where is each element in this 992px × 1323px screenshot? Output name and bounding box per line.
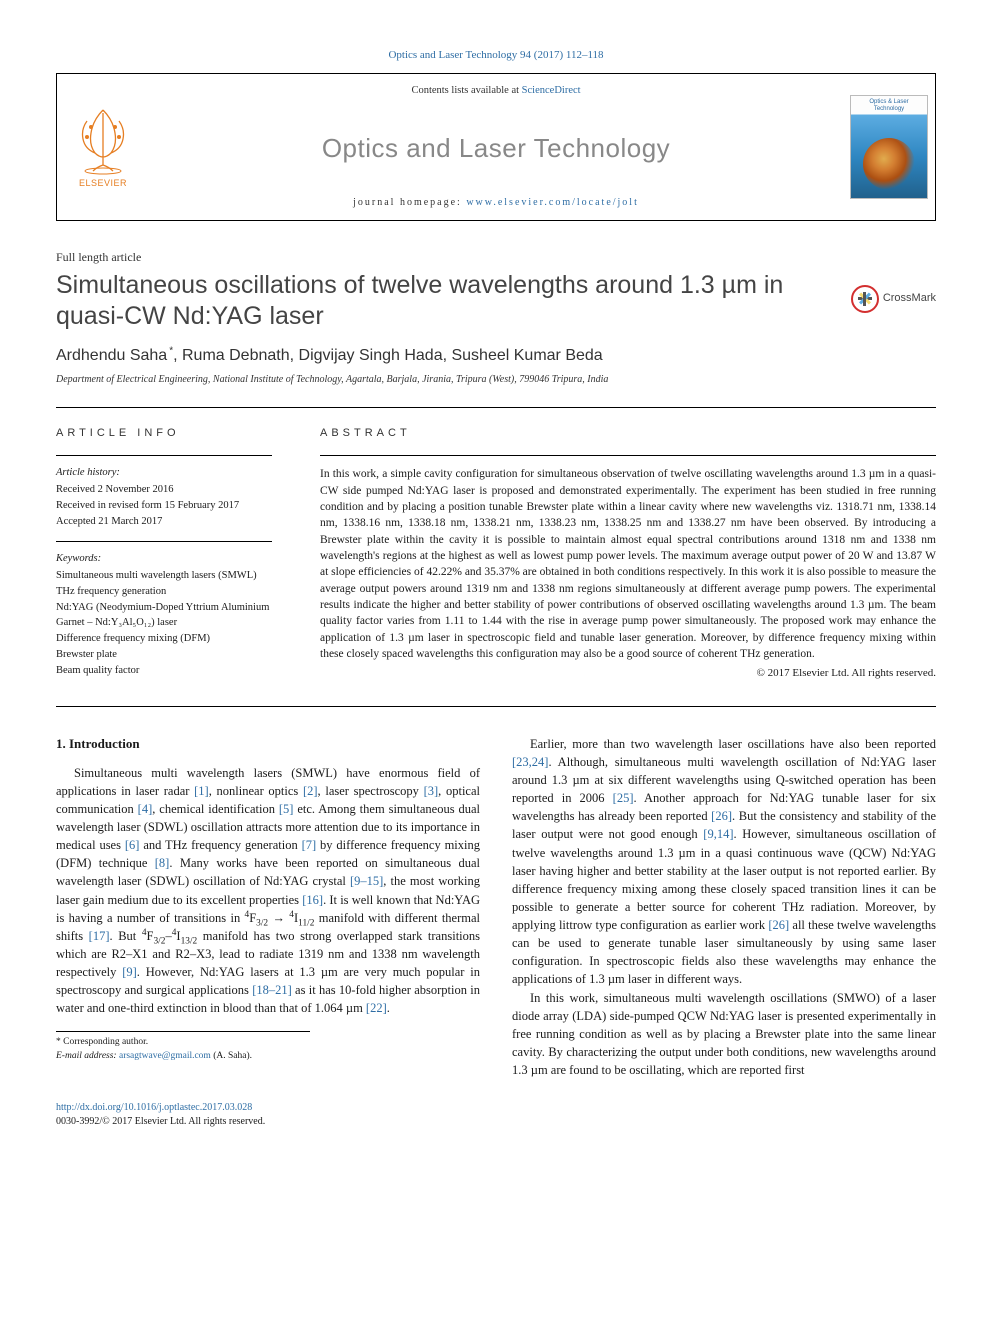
journal-cover-image: Optics & Laser Technology	[850, 95, 928, 199]
elsevier-tree-icon	[73, 105, 133, 175]
doi-block: http://dx.doi.org/10.1016/j.optlastec.20…	[56, 1101, 936, 1129]
ref-link[interactable]: [26]	[768, 918, 789, 932]
sciencedirect-link[interactable]: ScienceDirect	[522, 85, 581, 96]
body-paragraph: In this work, simultaneous multi wavelen…	[512, 989, 936, 1080]
ref-link[interactable]: [2]	[303, 784, 318, 798]
section-heading: 1. Introduction	[56, 735, 480, 754]
ref-link[interactable]: [6]	[125, 838, 140, 852]
keyword-item: Beam quality factor	[56, 663, 272, 679]
article-info-column: ARTICLE INFO Article history: Received 2…	[56, 426, 272, 682]
contents-prefix: Contents lists available at	[411, 85, 521, 96]
corresponding-author: * Corresponding author.	[56, 1036, 310, 1050]
ref-link[interactable]: [23,24]	[512, 755, 548, 769]
keyword-item: Simultaneous multi wavelength lasers (SM…	[56, 568, 272, 584]
citation-line: Optics and Laser Technology 94 (2017) 11…	[56, 48, 936, 63]
article-title: Simultaneous oscillations of twelve wave…	[56, 270, 836, 333]
elsevier-label: ELSEVIER	[79, 177, 127, 190]
email-label: E-mail address:	[56, 1051, 119, 1061]
ref-link[interactable]: [9–15]	[350, 874, 383, 888]
divider-kw	[56, 541, 272, 542]
body-paragraph: Simultaneous multi wavelength lasers (SM…	[56, 764, 480, 1018]
email-link[interactable]: arsagtwave@gmail.com	[119, 1051, 211, 1061]
abstract-text: In this work, a simple cavity configurat…	[320, 466, 936, 662]
authors: Ardhendu Saha *, Ruma Debnath, Digvijay …	[56, 345, 936, 367]
history-item: Accepted 21 March 2017	[56, 514, 272, 530]
abstract-column: ABSTRACT In this work, a simple cavity c…	[320, 426, 936, 682]
divider-top	[56, 407, 936, 408]
keyword-item: THz frequency generation	[56, 584, 272, 600]
ref-link[interactable]: [8]	[155, 856, 170, 870]
elsevier-logo[interactable]: ELSEVIER	[57, 74, 149, 220]
journal-cover[interactable]: Optics & Laser Technology	[843, 74, 935, 220]
journal-name: Optics and Laser Technology	[322, 130, 670, 166]
copyright-line: © 2017 Elsevier Ltd. All rights reserved…	[320, 666, 936, 681]
homepage-link[interactable]: www.elsevier.com/locate/jolt	[466, 197, 639, 208]
email-line: E-mail address: arsagtwave@gmail.com (A.…	[56, 1050, 310, 1064]
body-paragraph: Earlier, more than two wavelength laser …	[512, 735, 936, 989]
keyword-item: Nd:YAG (Neodymium-Doped Yttrium Aluminiu…	[56, 600, 272, 632]
ref-link[interactable]: [4]	[138, 802, 153, 816]
history-item: Received 2 November 2016	[56, 482, 272, 498]
keyword-item: Difference frequency mixing (DFM)	[56, 631, 272, 647]
ref-link[interactable]: [18–21]	[252, 983, 292, 997]
journal-header: ELSEVIER Contents lists available at Sci…	[56, 73, 936, 221]
ref-link[interactable]: [17]	[89, 929, 110, 943]
ref-link[interactable]: [22]	[366, 1001, 387, 1015]
homepage-line: journal homepage: www.elsevier.com/locat…	[353, 196, 639, 210]
article-type: Full length article	[56, 249, 936, 266]
ref-link[interactable]: [7]	[302, 838, 317, 852]
citation-link[interactable]: Optics and Laser Technology 94 (2017) 11…	[388, 49, 603, 61]
ref-link[interactable]: [9]	[122, 965, 137, 979]
article-info-heading: ARTICLE INFO	[56, 426, 272, 441]
crossmark-badge[interactable]: CrossMark	[851, 285, 936, 313]
contents-line: Contents lists available at ScienceDirec…	[411, 84, 580, 99]
ref-link[interactable]: [25]	[613, 791, 634, 805]
footnote-block: * Corresponding author. E-mail address: …	[56, 1031, 310, 1064]
homepage-prefix: journal homepage:	[353, 197, 466, 208]
issn-line: 0030-3992/© 2017 Elsevier Ltd. All right…	[56, 1116, 265, 1127]
cover-title: Optics & Laser Technology	[855, 99, 923, 112]
ref-link[interactable]: [1]	[194, 784, 209, 798]
history-item: Received in revised form 15 February 201…	[56, 498, 272, 514]
article-body: 1. Introduction Simultaneous multi wavel…	[56, 735, 936, 1079]
header-center: Contents lists available at ScienceDirec…	[149, 74, 843, 220]
crossmark-label: CrossMark	[883, 291, 936, 306]
ref-link[interactable]: [9,14]	[703, 827, 733, 841]
doi-link[interactable]: http://dx.doi.org/10.1016/j.optlastec.20…	[56, 1102, 252, 1113]
ref-link[interactable]: [26]	[711, 809, 732, 823]
ref-link[interactable]: [3]	[424, 784, 439, 798]
divider-body	[56, 706, 936, 707]
history-label: Article history:	[56, 466, 272, 481]
crossmark-icon	[851, 285, 879, 313]
abstract-heading: ABSTRACT	[320, 426, 936, 441]
keywords-label: Keywords:	[56, 552, 272, 567]
ref-link[interactable]: [5]	[279, 802, 294, 816]
affiliation: Department of Electrical Engineering, Na…	[56, 373, 936, 387]
email-who: (A. Saha).	[211, 1051, 252, 1061]
ref-link[interactable]: [16]	[302, 893, 323, 907]
keyword-item: Brewster plate	[56, 647, 272, 663]
